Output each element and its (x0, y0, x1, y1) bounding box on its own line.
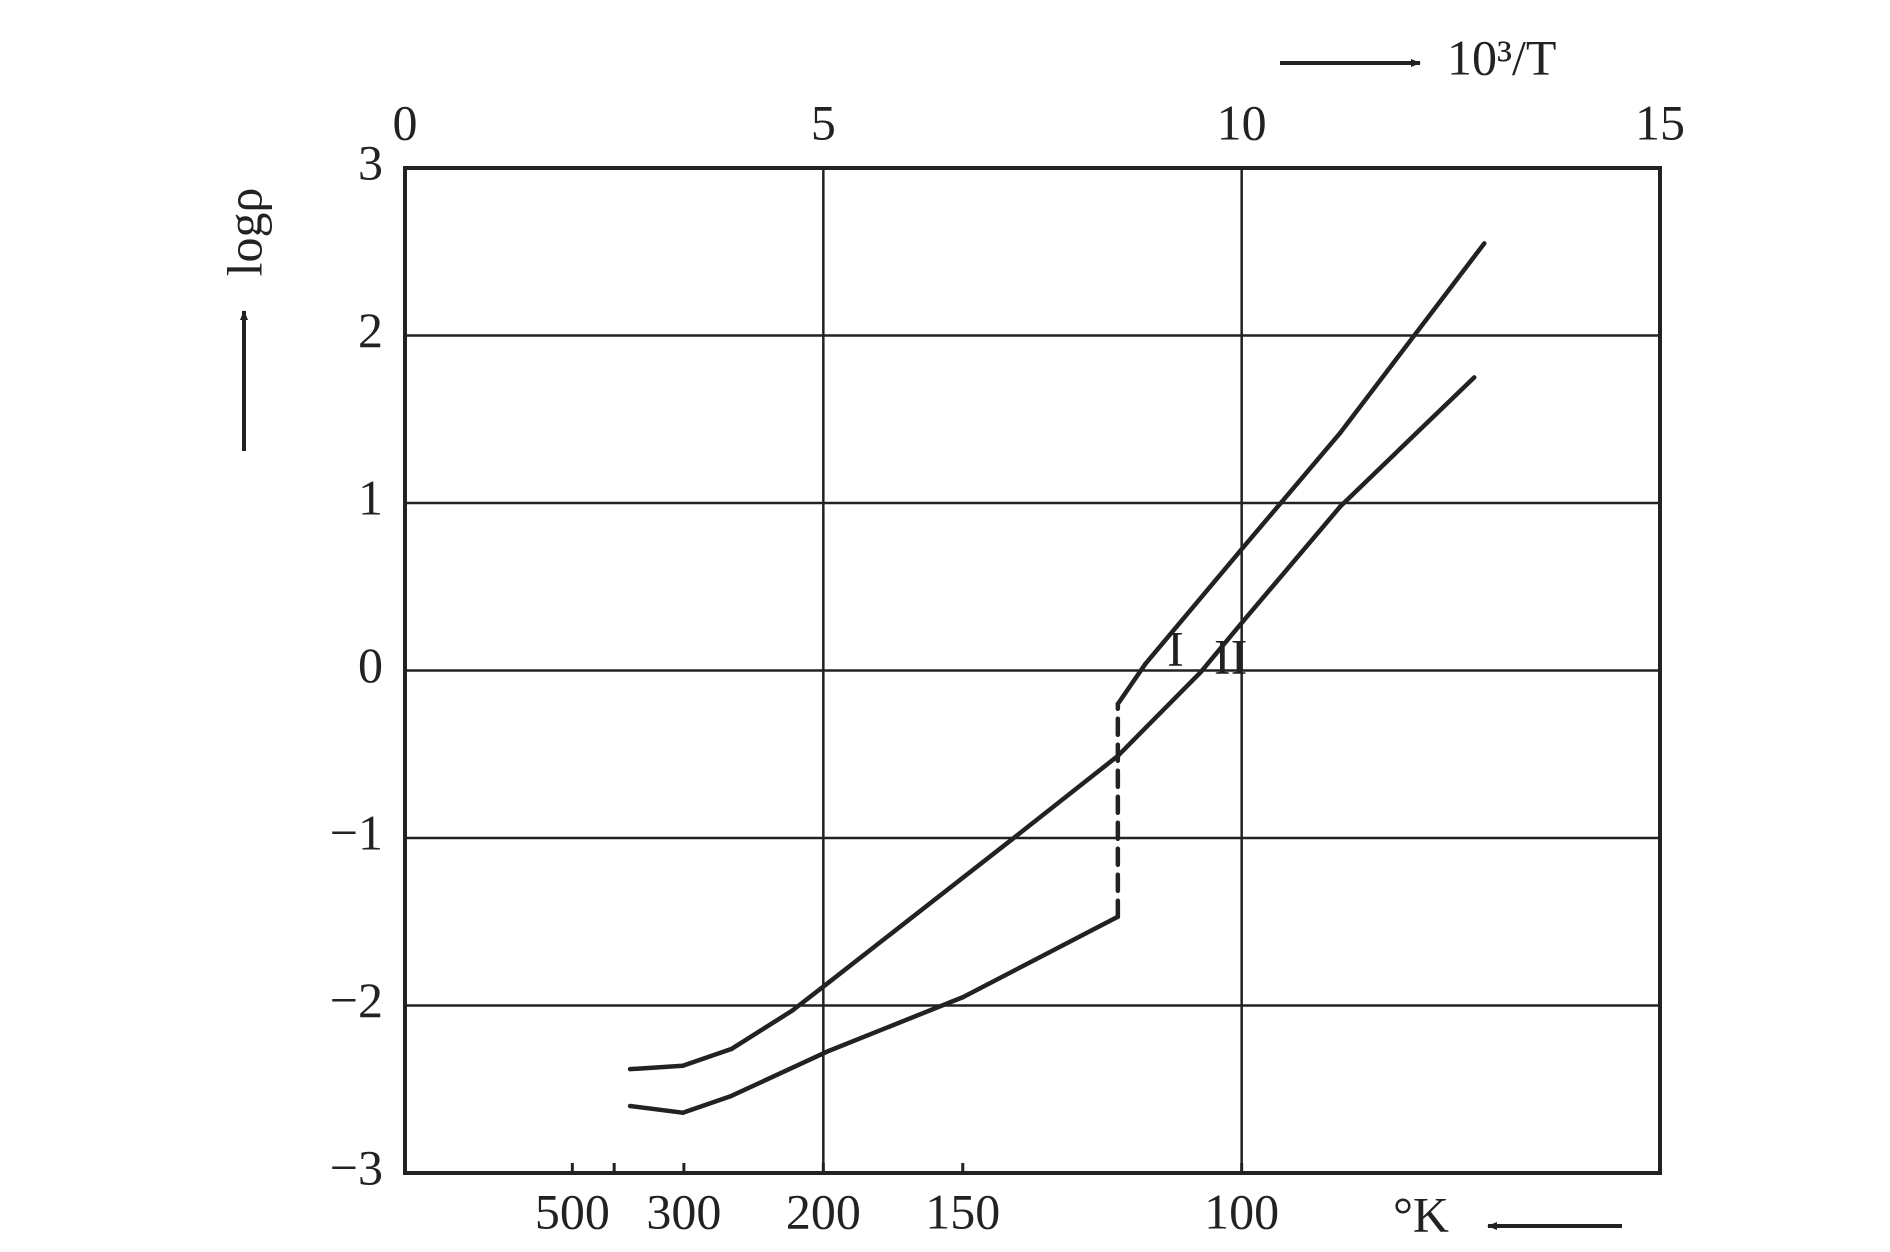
line-segment (627, 1063, 686, 1072)
line-segment (680, 1093, 734, 1115)
y-axis-label: logρ (216, 188, 272, 277)
line-segment (1338, 375, 1477, 509)
series-label: II (1214, 629, 1247, 685)
series-label: I (1167, 620, 1184, 676)
line-segment (1240, 430, 1343, 551)
line-segment (729, 1008, 795, 1052)
line-segment (826, 837, 1014, 985)
x2-tick-label: 500 (535, 1183, 610, 1239)
line-segment (627, 1103, 686, 1115)
x2-tick-label: 150 (925, 1183, 1000, 1239)
x-tick-label: 0 (393, 94, 418, 150)
x-tick-label: 10 (1217, 94, 1267, 150)
line-segment (1009, 753, 1121, 842)
line-segment (826, 994, 966, 1053)
line-segment (1115, 669, 1203, 759)
x-axis-label: 10³/T (1447, 29, 1556, 85)
y-tick-label: 2 (358, 302, 383, 358)
y-tick-label: −2 (330, 972, 383, 1028)
line-segment (1338, 241, 1487, 435)
x2-axis-label: °K (1393, 1186, 1449, 1242)
y-tick-label: −1 (330, 804, 383, 860)
line-segment (680, 1046, 734, 1069)
line-segment (729, 1048, 832, 1099)
x2-tick-label: 100 (1204, 1183, 1279, 1239)
x-tick-label: 15 (1635, 94, 1685, 150)
line-segment (960, 914, 1121, 1000)
y-tick-label: 0 (358, 637, 383, 693)
line-segment (1198, 619, 1245, 675)
y-tick-label: 1 (358, 469, 383, 525)
x-tick-label: 5 (811, 94, 836, 150)
x2-tick-label: 200 (786, 1183, 861, 1239)
line-segment (1143, 545, 1245, 667)
line-segment (1115, 661, 1148, 707)
y-tick-label: 3 (358, 134, 383, 190)
line-segment (1240, 504, 1343, 625)
x2-tick-label: 300 (646, 1183, 721, 1239)
line-segment (790, 979, 832, 1013)
y-tick-label: −3 (330, 1139, 383, 1195)
